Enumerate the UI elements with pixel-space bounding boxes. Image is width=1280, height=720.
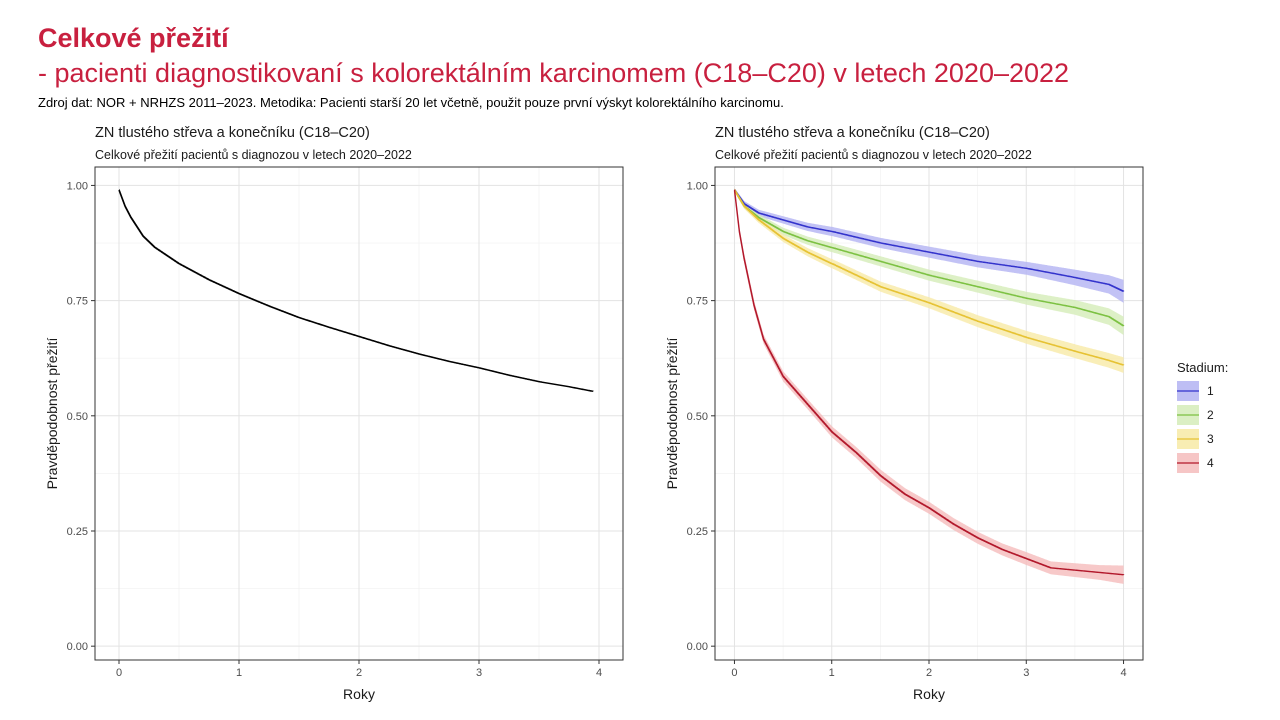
legend-title: Stadium: (1177, 360, 1228, 375)
slide-title: Celkové přežití (38, 23, 229, 53)
chart-1-x-tick-label: 0 (116, 667, 122, 679)
chart-1-y-axis-title: Pravděpodobnost přežití (44, 338, 60, 490)
chart-1-x-tick-label: 2 (356, 667, 362, 679)
chart-1-x-axis-title: Roky (343, 686, 375, 702)
legend-label-stadium-4: 4 (1207, 456, 1214, 470)
chart-1-y-tick-label: 0.25 (67, 526, 88, 538)
chart-1-line (118, 189, 594, 392)
chart-2-line-stadium-4 (733, 189, 1125, 576)
legend-label-stadium-1: 1 (1207, 384, 1214, 398)
chart-2-line-stadium-1 (734, 189, 1125, 292)
legend-label-stadium-3: 3 (1207, 432, 1214, 446)
chart-1-x-tick-label: 4 (596, 667, 602, 679)
chart-2-line-stadium-2 (734, 189, 1125, 327)
chart-2-x-axis-title: Roky (913, 686, 945, 702)
chart-1-x-tick-label: 1 (236, 667, 242, 679)
chart-2-x-tick-label: 3 (1023, 667, 1029, 679)
chart-2-x-tick-label: 2 (926, 667, 932, 679)
legend-label-stadium-2: 2 (1207, 408, 1214, 422)
chart-1-subtitle: Celkové přežití pacientů s diagnozou v l… (95, 148, 412, 162)
chart-1-y-tick-label: 0.75 (67, 296, 88, 308)
chart-1-x-tick-label: 3 (476, 667, 482, 679)
chart-2-y-tick-label: 1.00 (687, 180, 708, 192)
chart-2-title: ZN tlustého střeva a konečníku (C18–C20) (715, 125, 990, 141)
chart-1-y-tick-label: 0.50 (67, 411, 88, 423)
chart-2-x-tick-label: 1 (829, 667, 835, 679)
chart-2-subtitle: Celkové přežití pacientů s diagnozou v l… (715, 148, 1032, 162)
chart-1-title: ZN tlustého střeva a konečníku (C18–C20) (95, 125, 370, 141)
chart-1-plot-border (94, 166, 624, 661)
chart-2-y-tick-label: 0.00 (687, 641, 708, 653)
chart-1-y-tick-label: 1.00 (67, 180, 88, 192)
chart-2-y-tick-label: 0.75 (687, 296, 708, 308)
chart-2-y-tick-label: 0.25 (687, 526, 708, 538)
chart-2-y-tick-label: 0.50 (687, 411, 708, 423)
chart-1-y-tick-label: 0.00 (67, 641, 88, 653)
chart-2-x-tick-label: 0 (731, 667, 737, 679)
slide-subtitle: - pacienti diagnostikovaní s kolorektáln… (38, 58, 1070, 88)
source-note: Zdroj dat: NOR + NRHZS 2011–2023. Metodi… (38, 95, 784, 110)
chart-2-line-stadium-3 (734, 189, 1125, 366)
chart-2-x-tick-label: 4 (1120, 667, 1126, 679)
chart-2-plot-border (714, 166, 1144, 661)
chart-2-band-stadium-1 (734, 188, 1124, 303)
chart-2-y-axis-title: Pravděpodobnost přežití (664, 338, 680, 490)
chart-2-band-stadium-4 (734, 188, 1124, 584)
